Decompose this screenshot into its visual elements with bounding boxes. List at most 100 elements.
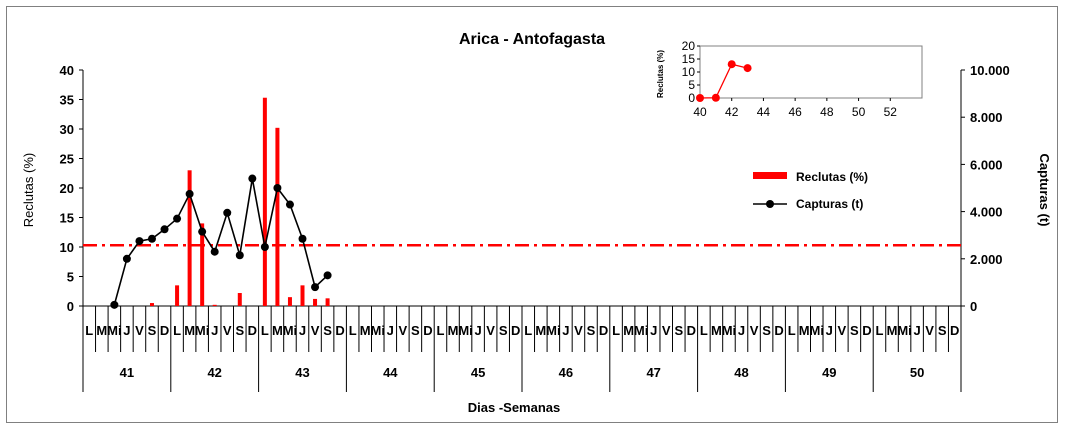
- y2-tick-label: 8.000: [970, 110, 1003, 125]
- day-label: Mi: [546, 323, 560, 338]
- capture-point: [173, 214, 182, 223]
- day-label: D: [248, 323, 257, 338]
- day-label: S: [499, 323, 508, 338]
- day-label: J: [738, 323, 745, 338]
- day-label: M: [448, 323, 459, 338]
- week-label: 42: [207, 365, 221, 380]
- day-label: L: [349, 323, 357, 338]
- day-label: V: [925, 323, 934, 338]
- day-label: M: [360, 323, 371, 338]
- week-label: 46: [559, 365, 573, 380]
- recruit-bar: [300, 285, 305, 306]
- capture-point: [260, 243, 269, 251]
- capture-point: [110, 300, 119, 309]
- capture-point: [210, 247, 219, 256]
- y-tick-label: 15: [60, 211, 74, 226]
- capture-point: [285, 200, 294, 209]
- capture-point: [235, 251, 244, 260]
- y2-axis-label: Capturas (t): [1037, 154, 1052, 227]
- day-label: D: [774, 323, 783, 338]
- day-label: V: [486, 323, 495, 338]
- week-label: 43: [295, 365, 309, 380]
- day-label: L: [524, 323, 532, 338]
- day-label: S: [587, 323, 596, 338]
- capture-point: [323, 271, 332, 280]
- day-label: Mi: [195, 323, 209, 338]
- day-label: L: [700, 323, 708, 338]
- recruit-bar: [212, 304, 217, 306]
- day-label: L: [436, 323, 444, 338]
- y-tick-label: 30: [60, 122, 74, 137]
- day-label: J: [299, 323, 306, 338]
- inset-series-line: [699, 63, 748, 99]
- capture-point: [223, 208, 232, 217]
- day-label: J: [474, 323, 481, 338]
- day-label: V: [662, 323, 671, 338]
- day-label: V: [223, 323, 232, 338]
- recruit-bar: [262, 97, 267, 306]
- day-label: S: [148, 323, 157, 338]
- day-label: M: [887, 323, 898, 338]
- capture-series-line: [113, 178, 329, 306]
- day-label: D: [160, 323, 169, 338]
- recruit-bar: [187, 170, 192, 306]
- day-label: Mi: [722, 323, 736, 338]
- day-label: L: [788, 323, 796, 338]
- inset-point: [727, 60, 736, 69]
- day-label: Mi: [634, 323, 648, 338]
- day-label: Mi: [810, 323, 824, 338]
- day-label: M: [272, 323, 283, 338]
- day-label: J: [123, 323, 130, 338]
- day-label: M: [623, 323, 634, 338]
- capture-point: [122, 254, 131, 263]
- day-label: D: [599, 323, 608, 338]
- y-tick-label: 40: [60, 63, 74, 78]
- week-label: 41: [120, 365, 134, 380]
- inset-y-tick-label: 5: [688, 78, 695, 92]
- capture-point: [298, 234, 307, 243]
- day-label: L: [173, 323, 181, 338]
- y2-tick-label: 2.000: [970, 252, 1003, 267]
- day-label: D: [423, 323, 432, 338]
- y-tick-label: 10: [60, 240, 74, 255]
- y2-tick-label: 4.000: [970, 205, 1003, 220]
- recruit-bar: [175, 285, 180, 306]
- day-label: D: [950, 323, 959, 338]
- day-label: M: [711, 323, 722, 338]
- chart-frame: [6, 6, 1058, 423]
- inset-x-tick-label: 52: [884, 105, 898, 119]
- inset-point: [696, 94, 704, 102]
- day-label: V: [750, 323, 759, 338]
- y-tick-label: 20: [60, 181, 74, 196]
- day-label: Mi: [283, 323, 297, 338]
- day-label: S: [235, 323, 244, 338]
- inset-x-tick-label: 46: [788, 105, 802, 119]
- y2-tick-label: 10.000: [970, 63, 1010, 78]
- capture-point: [185, 189, 194, 198]
- day-label: M: [535, 323, 546, 338]
- day-label: J: [211, 323, 218, 338]
- inset-x-tick-label: 42: [725, 105, 739, 119]
- legend-bar-swatch: [753, 172, 787, 179]
- inset-x-tick-label: 50: [852, 105, 866, 119]
- day-label: S: [323, 323, 332, 338]
- capture-point: [135, 237, 144, 246]
- capture-point: [198, 227, 207, 236]
- capture-point: [273, 184, 282, 192]
- inset-plot-area: [699, 45, 923, 99]
- week-label: 49: [822, 365, 836, 380]
- main-plot-area: 051015202530354002.0004.0006.0008.00010.…: [60, 63, 1010, 392]
- inset-y-tick-label: 20: [682, 39, 696, 53]
- day-label: S: [674, 323, 683, 338]
- recruit-bar: [275, 127, 280, 306]
- inset-y-axis-label: Reclutas (%): [656, 50, 665, 98]
- y-tick-label: 35: [60, 93, 74, 108]
- day-label: J: [826, 323, 833, 338]
- capture-point: [248, 174, 257, 183]
- day-label: D: [335, 323, 344, 338]
- y2-tick-label: 0: [970, 299, 977, 314]
- legend-bar-label: Reclutas (%): [796, 170, 868, 184]
- day-label: S: [762, 323, 771, 338]
